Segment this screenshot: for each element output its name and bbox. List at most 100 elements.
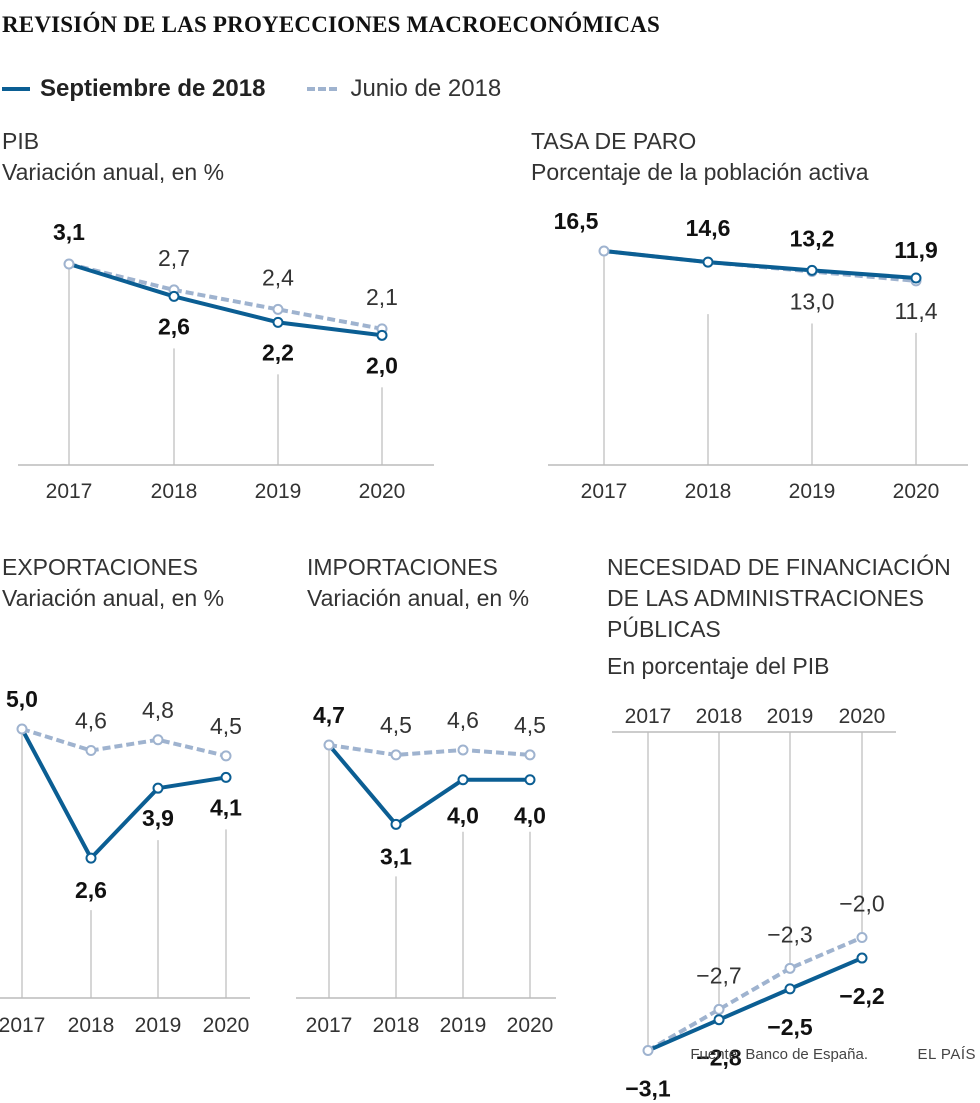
paro-heading: TASA DE PARO Porcentaje de la población … (531, 126, 869, 188)
deficit-current-label: −2,8 (696, 1045, 742, 1071)
paro-x-tick-2018: 2018 (685, 480, 732, 503)
pib-x-tick-2018: 2018 (151, 480, 198, 503)
export-x-tick-2018: 2018 (68, 1014, 115, 1037)
pib-previous-label: 2,7 (158, 245, 190, 271)
export-series-previous-line (21, 727, 227, 758)
export-current-point (152, 782, 164, 794)
deficit-previous-point (713, 1003, 725, 1015)
deficit-previous-point (784, 962, 796, 974)
export-previous-point (220, 750, 232, 762)
legend-swatch-dashed (307, 87, 340, 91)
export-previous-label: 4,8 (142, 697, 174, 723)
paro-x-tick-2017: 2017 (581, 480, 628, 503)
pib-heading: PIB Variación anual, en % (2, 126, 224, 188)
pib-current-point (272, 316, 284, 328)
legend-item-previous: Junio de 2018 (307, 75, 501, 103)
export-current-label: 5,0 (6, 686, 38, 712)
paro-current-point (702, 256, 714, 268)
export-current-point (220, 771, 232, 783)
paro-series-current-line (603, 249, 917, 280)
import-previous-label: 4,5 (380, 712, 412, 738)
pib-current-label: 3,1 (53, 219, 85, 245)
deficit-x-tick-2018: 2018 (696, 705, 743, 728)
deficit-series-current-line (647, 956, 863, 1053)
deficit-current-label: −2,5 (767, 1014, 813, 1040)
export-current-point (85, 852, 97, 864)
paro-title: TASA DE PARO (531, 128, 697, 154)
pib-current-point (168, 290, 180, 302)
pib-x-tick-2017: 2017 (46, 480, 93, 503)
import-current-label: 3,1 (380, 843, 412, 869)
deficit-title-line-1: NECESIDAD DE FINANCIACIÓN (607, 554, 951, 580)
import-previous-label: 4,5 (514, 712, 546, 738)
export-current-label: 4,1 (210, 794, 242, 820)
deficit-previous-label: −2,0 (839, 891, 884, 917)
pib-chart: 2017 2018 2019 2020 2,7 2,4 2,1 3,1 2,6 2,2 2,0 (18, 219, 434, 503)
pib-previous-label: 2,4 (262, 264, 294, 290)
source-note: Fuente: Banco de España. (690, 1046, 868, 1063)
deficit-subtitle: En porcentaje del PIB (607, 653, 830, 679)
paro-current-label: 11,9 (894, 237, 938, 263)
paro-subtitle: Porcentaje de la población activa (531, 159, 869, 185)
deficit-heading: NECESIDAD DE FINANCIACIÓN DE LAS ADMINIS… (607, 552, 951, 682)
deficit-current-point (856, 952, 868, 964)
import-current-point (457, 774, 469, 786)
export-title: EXPORTACIONES (2, 554, 198, 580)
pib-current-label: 2,2 (262, 339, 294, 365)
import-series-current-line (327, 743, 530, 827)
import-current-label: 4,0 (514, 803, 546, 829)
pib-title: PIB (2, 128, 40, 154)
import-heading: IMPORTACIONES Variación anual, en % (307, 552, 529, 614)
paro-current-point (910, 272, 922, 284)
export-x-tick-2020: 2020 (203, 1014, 250, 1037)
pib-current-label: 2,6 (158, 313, 190, 339)
page-title: REVISIÓN DE LAS PROYECCIONES MACROECONÓM… (2, 12, 660, 37)
deficit-series-previous-line (646, 935, 863, 1053)
import-title: IMPORTACIONES (307, 554, 498, 580)
import-previous-point (524, 749, 536, 761)
legend-label-previous: Junio de 2018 (350, 75, 502, 102)
export-heading: EXPORTACIONES Variación anual, en % (2, 552, 224, 614)
paro-current-point (806, 264, 818, 276)
pib-x-tick-2019: 2019 (255, 480, 302, 503)
deficit-previous-label: −2,3 (767, 921, 812, 947)
export-previous-label: 4,6 (75, 708, 107, 734)
deficit-current-point (642, 1045, 654, 1057)
export-x-tick-2017: 2017 (0, 1014, 45, 1037)
deficit-x-tick-2019: 2019 (767, 705, 814, 728)
deficit-previous-point (856, 932, 868, 943)
legend-label-current: Septiembre de 2018 (40, 75, 266, 102)
import-x-tick-2019: 2019 (440, 1014, 487, 1037)
deficit-previous-label: −2,7 (696, 962, 741, 988)
deficit-x-tick-2017: 2017 (625, 705, 672, 728)
import-subtitle: Variación anual, en % (307, 585, 530, 611)
deficit-current-point (713, 1014, 725, 1026)
paro-current-label: 13,2 (790, 225, 835, 251)
export-previous-point (152, 734, 164, 746)
export-chart: 2017 2018 2019 2020 4,6 4,8 4,5 5,0 2,6 3,9 4,1 (0, 686, 250, 1037)
deficit-x-tick-2020: 2020 (839, 705, 886, 728)
paro-x-tick-2020: 2020 (893, 480, 940, 503)
import-series-previous-line (328, 743, 531, 757)
paro-previous-label: 13,0 (790, 289, 835, 315)
pib-current-point (63, 258, 75, 270)
deficit-chart: 2017 2018 2019 2020 −2,7 −2,3 −2,0 −3,1 −2,8 −2,5… (612, 705, 896, 1102)
import-previous-point (457, 744, 469, 756)
pib-series-previous-line (68, 262, 383, 331)
pib-current-label: 2,0 (366, 352, 398, 378)
export-current-label: 2,6 (75, 877, 107, 903)
pib-previous-point (272, 303, 284, 315)
deficit-current-label: −2,2 (839, 983, 884, 1009)
paro-current-point (598, 245, 610, 257)
import-chart: 2017 2018 2019 2020 4,5 4,6 4,5 4,7 3,1 4,0 4,0 (296, 702, 556, 1037)
export-previous-point (85, 745, 97, 757)
paro-chart: 2017 2018 2019 2020 13,0 11,4 16,5 14,6 13,2 11,9 (548, 208, 968, 503)
paro-x-tick-2019: 2019 (789, 480, 836, 503)
import-current-point (323, 739, 335, 751)
pib-previous-label: 2,1 (366, 284, 398, 310)
paro-current-label: 14,6 (686, 215, 731, 241)
export-current-label: 3,9 (142, 805, 174, 831)
legend-item-current: Septiembre de 2018 (2, 75, 265, 103)
pib-current-point (376, 329, 388, 341)
